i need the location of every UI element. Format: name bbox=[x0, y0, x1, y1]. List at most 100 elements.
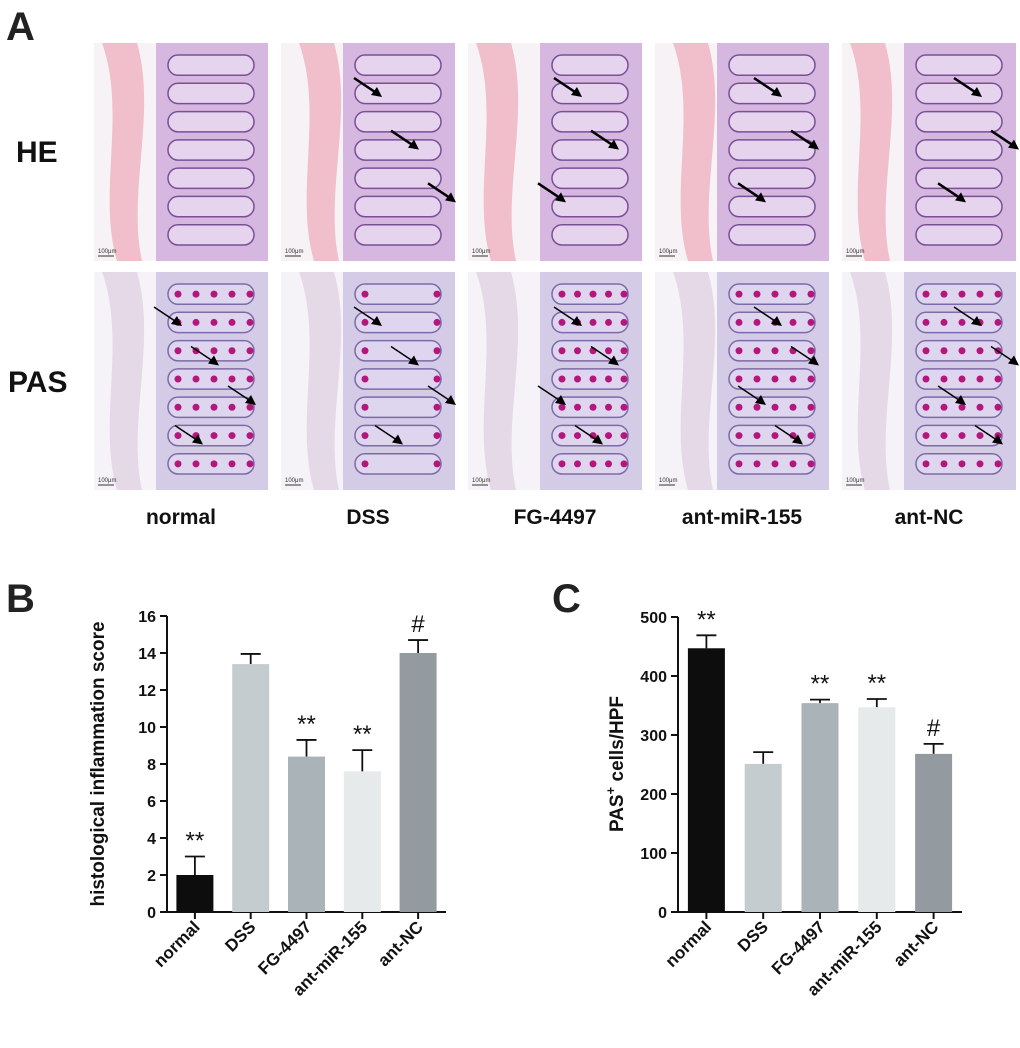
muscle-layer bbox=[673, 43, 716, 261]
goblet-cell bbox=[228, 403, 236, 411]
goblet-cell bbox=[940, 403, 948, 411]
goblet-cell bbox=[246, 318, 254, 326]
error-bar-normal bbox=[696, 634, 717, 649]
goblet-cell bbox=[994, 403, 1002, 411]
goblet-cell bbox=[735, 403, 743, 411]
crypt bbox=[354, 452, 442, 475]
scale-bar-text: 100μm bbox=[659, 249, 677, 255]
scale-bar: 100μm bbox=[285, 478, 303, 486]
goblet-cell bbox=[433, 347, 441, 355]
annotation-arrow bbox=[153, 306, 182, 326]
crypt bbox=[354, 396, 442, 419]
goblet-cell bbox=[228, 375, 236, 383]
micrograph-grid: 100μm 100μm 100μm 100μm 100μm 100μm 100μm 100μm… bbox=[94, 43, 1019, 490]
crypt bbox=[167, 139, 255, 161]
micrograph-pas-ant-nc: 100μm bbox=[842, 272, 1019, 490]
crypt bbox=[167, 110, 255, 133]
bar-fg-4497 bbox=[801, 703, 839, 912]
goblet-cell bbox=[922, 290, 930, 298]
crypt bbox=[167, 54, 255, 77]
goblet-cell bbox=[192, 403, 200, 411]
goblet-cell bbox=[753, 318, 761, 326]
goblet-cell bbox=[771, 347, 779, 355]
goblet-cell bbox=[210, 403, 218, 411]
goblet-cell bbox=[361, 460, 369, 468]
y-tick-label: 8 bbox=[147, 757, 156, 774]
panel-label-c: C bbox=[552, 577, 581, 621]
annotation-arrow bbox=[537, 182, 566, 203]
goblet-cell bbox=[558, 318, 566, 326]
significance-marker: ** bbox=[697, 606, 716, 633]
significance-marker: ** bbox=[297, 711, 316, 738]
goblet-cell bbox=[922, 403, 930, 411]
annotation-arrow bbox=[737, 385, 766, 405]
group-label-fg-4497: FG-4497 bbox=[514, 506, 597, 529]
y-tick-label: 0 bbox=[658, 905, 667, 922]
group-label-dss: DSS bbox=[346, 506, 389, 529]
bar-ant-mir-155 bbox=[343, 771, 381, 912]
goblet-cell bbox=[771, 432, 779, 440]
bar-ant-nc bbox=[399, 653, 437, 912]
goblet-cell bbox=[361, 403, 369, 411]
micrograph-pas-ant-mir-155: 100μm bbox=[655, 272, 829, 490]
goblet-cell bbox=[753, 432, 761, 440]
x-tick-label-ant-nc: ant-NC bbox=[374, 917, 427, 970]
crypt bbox=[728, 195, 816, 218]
y-axis-title-rest: cells/HPF bbox=[607, 696, 628, 787]
goblet-cell bbox=[958, 432, 966, 440]
x-tick-label-dss: DSS bbox=[221, 917, 259, 955]
goblet-cell bbox=[922, 460, 930, 468]
row-label-pas: PAS bbox=[8, 366, 67, 399]
goblet-cell bbox=[210, 375, 218, 383]
y-tick-label: 400 bbox=[640, 669, 667, 686]
goblet-cell bbox=[558, 375, 566, 383]
crypt bbox=[915, 54, 1003, 77]
y-tick-label: 12 bbox=[138, 683, 156, 700]
goblet-cell bbox=[940, 460, 948, 468]
scale-bar: 100μm bbox=[285, 249, 303, 257]
panel-a: A HE PAS 100μm100μm100μm100μm100μm100μm1… bbox=[6, 5, 1019, 529]
crypt bbox=[728, 223, 816, 246]
crypt bbox=[551, 195, 629, 218]
annotation-arrow bbox=[953, 76, 982, 97]
error-bar-ant-mir-155 bbox=[866, 698, 887, 708]
y-axis-title: PAS+ cells/HPF bbox=[603, 696, 628, 832]
scale-bar-text: 100μm bbox=[846, 478, 864, 484]
muscle-layer bbox=[673, 272, 716, 490]
scale-bar: 100μm bbox=[659, 478, 677, 486]
goblet-cell bbox=[589, 290, 597, 298]
goblet-cell bbox=[735, 290, 743, 298]
goblet-cell bbox=[976, 403, 984, 411]
goblet-cell bbox=[558, 432, 566, 440]
goblet-cell bbox=[361, 347, 369, 355]
annotation-arrow bbox=[790, 345, 819, 366]
panel-b: B 0246810121416normal**DSSFG-4497**ant-m… bbox=[6, 577, 446, 1000]
goblet-cell bbox=[976, 432, 984, 440]
annotation-arrow bbox=[537, 385, 566, 405]
goblet-cell bbox=[174, 290, 182, 298]
goblet-cell bbox=[589, 403, 597, 411]
goblet-cell bbox=[228, 460, 236, 468]
x-tick-label-normal: normal bbox=[662, 917, 716, 971]
bar-ant-nc bbox=[915, 753, 953, 912]
error-bar-ant-nc bbox=[923, 742, 944, 754]
goblet-cell bbox=[246, 460, 254, 468]
annotation-arrow bbox=[227, 385, 256, 405]
crypt bbox=[551, 139, 629, 161]
goblet-cell bbox=[753, 403, 761, 411]
goblet-cell bbox=[605, 460, 612, 468]
goblet-cell bbox=[228, 347, 236, 355]
y-tick-label: 200 bbox=[640, 787, 667, 804]
annotation-arrow bbox=[574, 424, 603, 445]
scale-bar-text: 100μm bbox=[98, 478, 116, 484]
y-tick-label: 2 bbox=[147, 868, 156, 885]
micrograph-he-ant-mir-155: 100μm bbox=[655, 43, 829, 261]
significance-marker: ** bbox=[867, 670, 886, 697]
scale-bar: 100μm bbox=[472, 478, 490, 486]
goblet-cell bbox=[605, 290, 612, 298]
goblet-cell bbox=[174, 460, 182, 468]
micrograph-he-ant-nc: 100μm bbox=[842, 43, 1019, 261]
bar-dss bbox=[744, 763, 782, 912]
goblet-cell bbox=[605, 318, 612, 326]
